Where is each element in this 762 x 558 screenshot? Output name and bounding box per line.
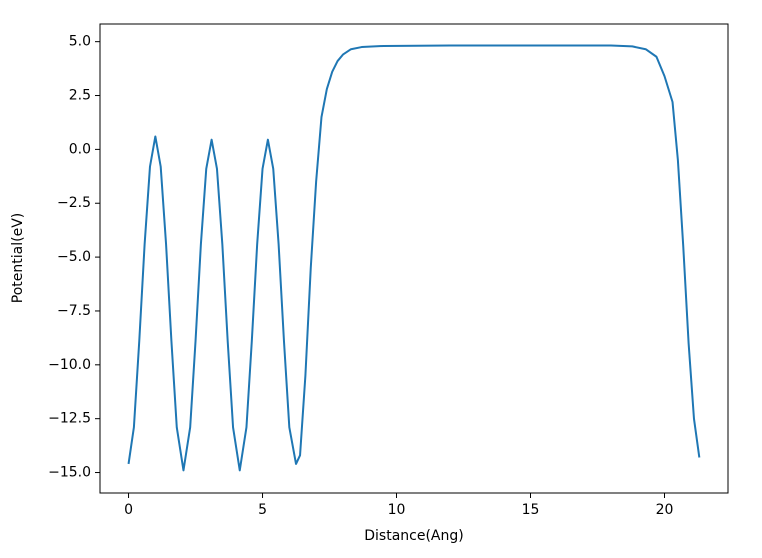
y-axis-label: Potential(eV) [10, 213, 26, 303]
x-tick-label: 10 [388, 502, 406, 518]
y-tick-label: −7.5 [57, 303, 91, 319]
x-axis-label: Distance(Ang) [364, 528, 463, 544]
x-tick-label: 5 [258, 502, 267, 518]
y-tick-label: −2.5 [57, 195, 91, 211]
y-tick-label: −15.0 [48, 465, 91, 481]
x-tick-label: 15 [522, 502, 540, 518]
plot-frame [99, 23, 729, 494]
y-tick-label: 5.0 [69, 34, 91, 50]
y-tick-label: −10.0 [48, 357, 91, 373]
y-tick-label: 2.5 [69, 88, 91, 104]
line-series [127, 44, 701, 472]
y-tick-label: −12.5 [48, 411, 91, 427]
y-tick-label: −5.0 [57, 249, 91, 265]
x-tick-label: 20 [656, 502, 674, 518]
x-tick-label: 0 [124, 502, 133, 518]
y-tick-label: 0.0 [69, 141, 91, 157]
